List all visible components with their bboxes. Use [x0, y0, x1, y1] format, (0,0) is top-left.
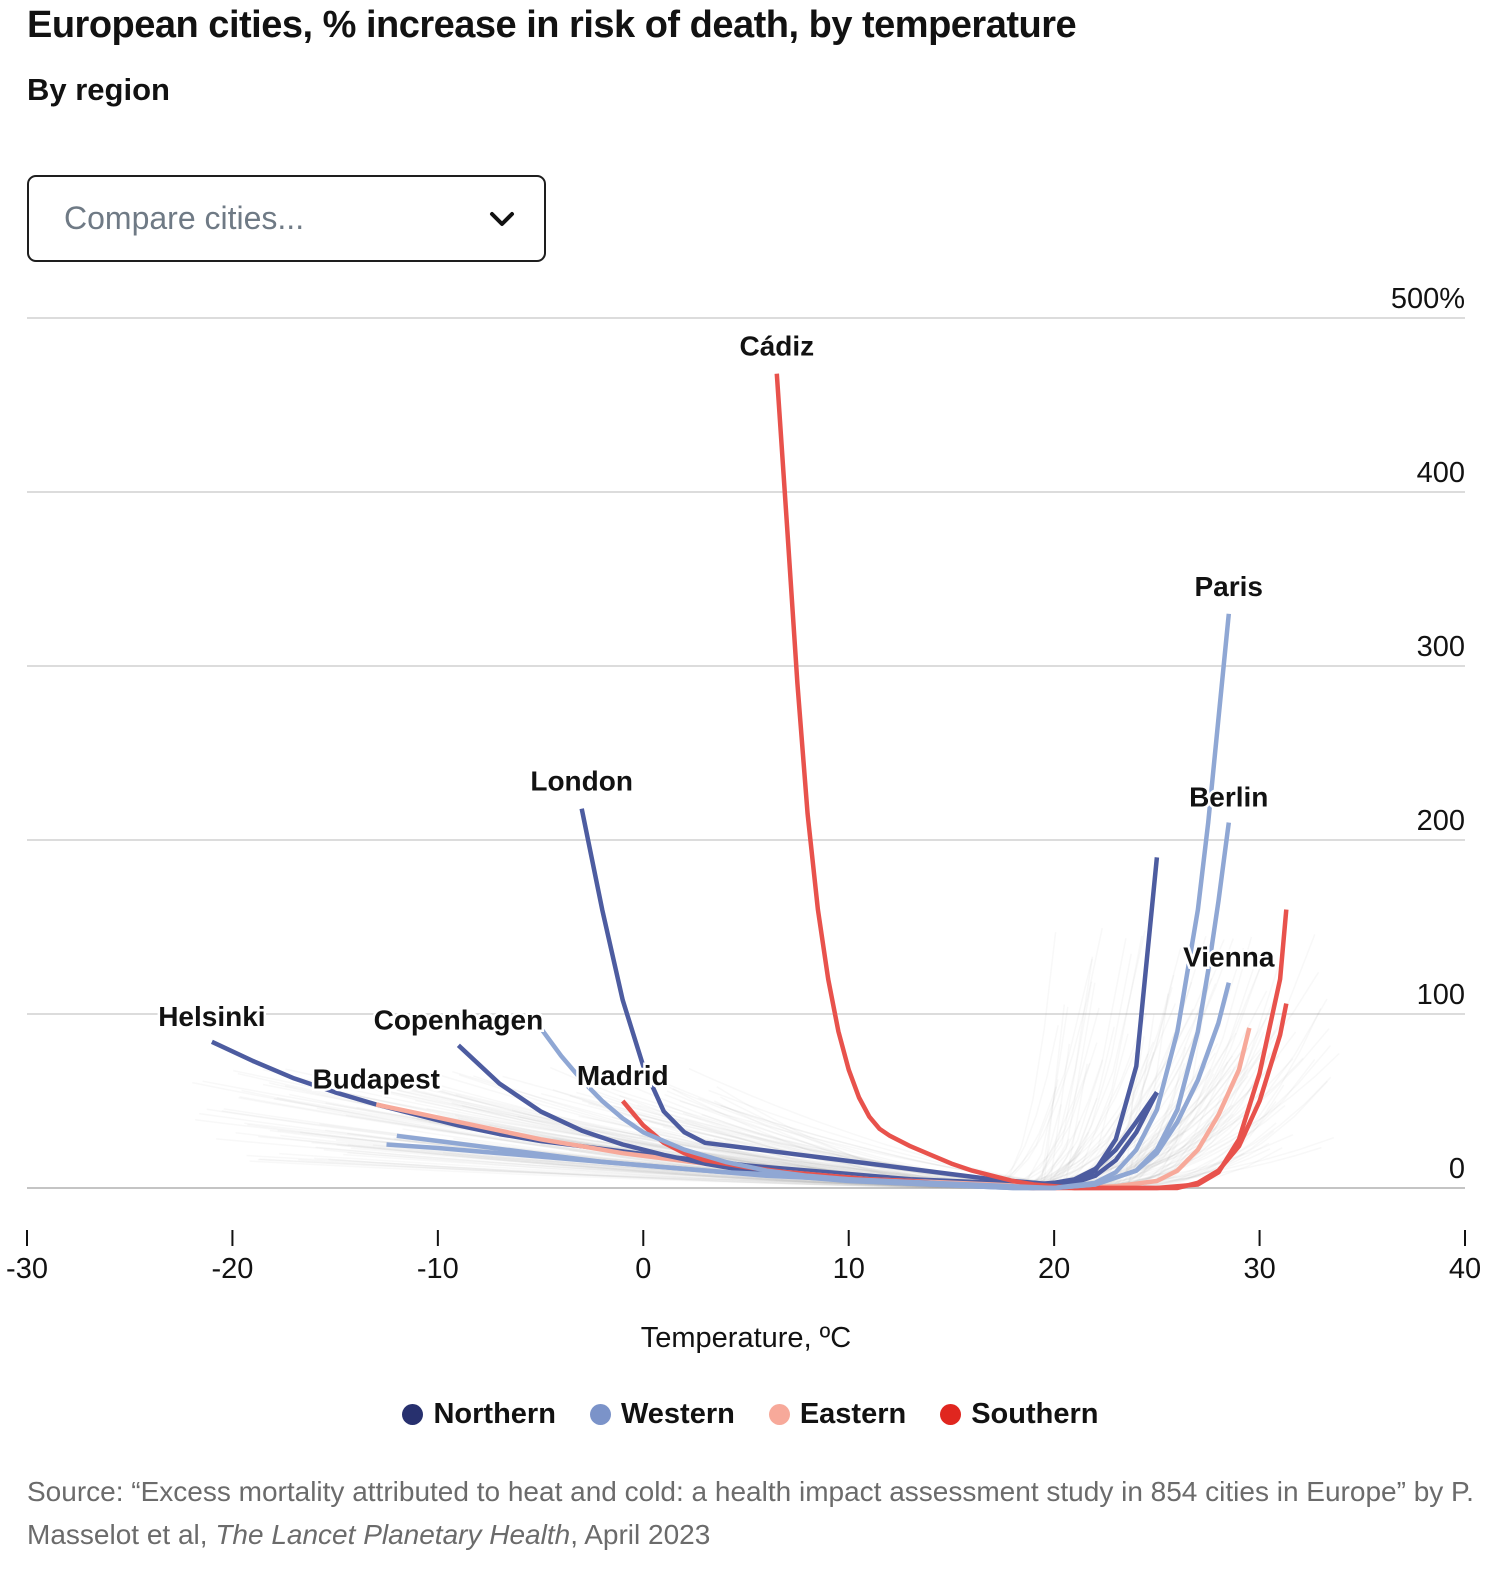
legend-dot-western — [589, 1404, 611, 1425]
mortality-chart: Helsinki Budapest Copenhagen London Madrid Cá… — [6, 283, 1481, 1354]
legend-label-southern: Southern — [971, 1398, 1099, 1430]
compare-cities-dropdown[interactable]: Compare cities... — [27, 175, 546, 262]
source-text: Source: “Excess mortality attributed to … — [27, 1476, 1474, 1550]
x-tick-label: -20 — [211, 1253, 253, 1285]
city-label-budapest: Budapest — [312, 1063, 440, 1094]
source-publication: The Lancet Planetary Health — [215, 1519, 571, 1550]
series-line-vienna — [538, 982, 1231, 1191]
legend-item-western: Western — [589, 1398, 735, 1431]
background-curve — [473, 1003, 1177, 1189]
x-tick-label: 30 — [1243, 1253, 1275, 1285]
compare-cities-placeholder: Compare cities... — [64, 200, 305, 236]
background-curve — [314, 1134, 1294, 1189]
background-curve — [688, 1067, 1064, 1186]
x-axis: -30 -20 -10 0 10 20 30 40 — [6, 1230, 1481, 1285]
city-label-paris: Paris — [1195, 571, 1264, 602]
chart-legend: Northern Western Eastern Southern — [0, 1398, 1501, 1431]
y-tick-label: 400 — [1417, 457, 1465, 489]
city-series — [210, 373, 1289, 1191]
gridlines — [27, 317, 1465, 1189]
background-curve — [657, 928, 1103, 1189]
city-label-helsinki: Helsinki — [158, 1001, 265, 1032]
source-date: , April 2023 — [570, 1519, 711, 1550]
y-tick-label: 200 — [1417, 805, 1465, 837]
x-tick-label: 10 — [833, 1253, 865, 1285]
x-tick-label: -10 — [417, 1253, 459, 1285]
series-line-paris — [396, 613, 1232, 1191]
city-label-madrid: Madrid — [577, 1060, 669, 1091]
chart-subtitle: By region — [27, 72, 170, 107]
x-tick-label: 0 — [635, 1253, 651, 1285]
legend-label-northern: Northern — [433, 1398, 556, 1430]
city-label-copenhagen: Copenhagen — [374, 1004, 544, 1035]
city-label-cadiz: Cádiz — [739, 331, 814, 362]
x-axis-label: Temperature, ºC — [641, 1322, 851, 1354]
y-tick-label: 0 — [1449, 1153, 1465, 1185]
legend-item-southern: Southern — [940, 1398, 1099, 1431]
city-label-berlin: Berlin — [1189, 782, 1268, 813]
legend-dot-southern — [940, 1404, 962, 1425]
legend-item-northern: Northern — [402, 1398, 556, 1431]
city-labels: Helsinki Budapest Copenhagen London Madrid Cá… — [156, 328, 1278, 1097]
series-line-london — [579, 808, 1159, 1187]
x-tick-label: 20 — [1038, 1253, 1070, 1285]
x-tick-label: 40 — [1449, 1253, 1481, 1285]
x-tick-label: -30 — [6, 1253, 48, 1285]
city-label-vienna: Vienna — [1183, 942, 1275, 973]
background-curve — [432, 990, 1268, 1189]
chevron-down-icon[interactable] — [488, 207, 516, 231]
series-line-cadiz — [774, 373, 1289, 1191]
source-note: Source: “Excess mortality attributed to … — [27, 1470, 1477, 1556]
y-tick-label: 500% — [1391, 283, 1465, 315]
y-tick-label: 100 — [1417, 979, 1465, 1011]
legend-dot-eastern — [768, 1404, 790, 1425]
background-curve — [708, 1008, 1322, 1189]
legend-label-western: Western — [620, 1398, 735, 1430]
city-label-london: London — [530, 766, 633, 797]
chart-title: European cities, % increase in risk of d… — [27, 4, 1077, 46]
background-curve — [335, 939, 1225, 1189]
background-curve — [323, 1008, 1194, 1189]
legend-item-eastern: Eastern — [768, 1398, 907, 1431]
legend-dot-northern — [402, 1404, 424, 1425]
y-tick-label: 300 — [1417, 631, 1465, 663]
legend-label-eastern: Eastern — [799, 1398, 907, 1430]
y-axis-ticks: 0 100 200 300 400 500% — [1391, 283, 1465, 1185]
